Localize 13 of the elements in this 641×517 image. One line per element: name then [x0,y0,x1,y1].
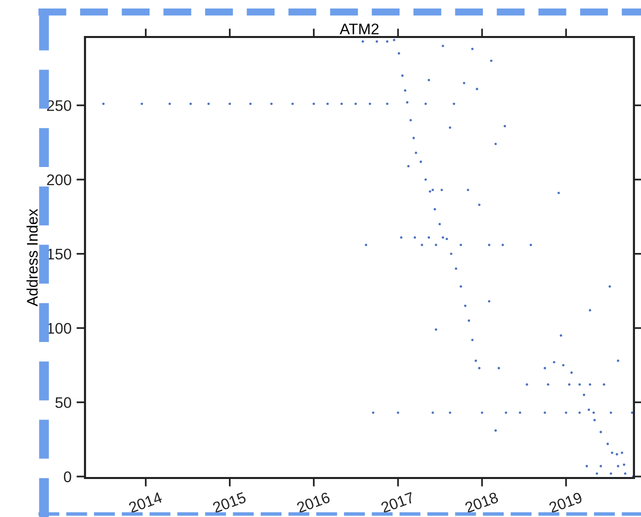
y-tick-label: 50 [55,397,72,408]
x-tick-label: 2017 [380,492,415,514]
x-tick-label: 2016 [296,492,331,514]
y-axis-title: Address Index [26,208,38,306]
y-tick-label: 200 [47,174,72,186]
y-tick-label: 150 [47,248,72,260]
x-tick-label: 2014 [128,492,163,514]
y-tick-label: 100 [47,322,72,334]
y-tick-label: 0 [64,471,72,482]
x-tick-label: 2015 [212,492,247,514]
x-tick-label: 2018 [464,492,499,514]
x-tick-label: 2019 [548,492,583,514]
chart-title: ATM2 [340,24,379,34]
